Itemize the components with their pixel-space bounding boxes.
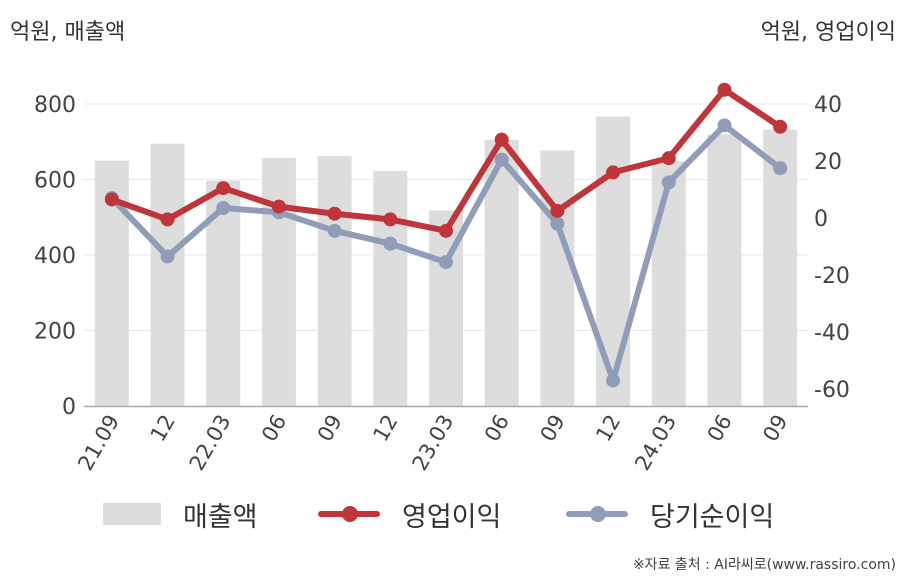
bar-sales	[151, 144, 185, 406]
point-operating-profit	[606, 165, 620, 179]
y-left-tick-label: 400	[34, 244, 76, 269]
bar-sales	[652, 161, 686, 406]
point-operating-profit	[495, 133, 509, 147]
point-operating-profit	[773, 120, 787, 134]
y-right-tick-label: -20	[814, 264, 850, 289]
point-net-income	[161, 249, 175, 263]
legend-label-net-income: 당기순이익	[650, 495, 774, 534]
legend-item-operating-profit: 영업이익	[318, 494, 501, 534]
bar-sales	[318, 156, 352, 406]
x-tick-label: 21.09	[73, 411, 124, 475]
point-net-income	[216, 201, 230, 215]
legend-label-sales: 매출액	[183, 495, 258, 534]
bar-sales	[540, 150, 574, 406]
point-net-income	[550, 217, 564, 231]
point-net-income	[773, 161, 787, 175]
y-left-tick-label: 0	[62, 395, 76, 420]
y-right-tick-label: 0	[814, 207, 828, 232]
legend-label-operating-profit: 영업이익	[402, 495, 501, 534]
point-operating-profit	[439, 224, 453, 238]
point-operating-profit	[216, 181, 230, 195]
legend-swatch-operating-profit	[318, 503, 380, 525]
point-net-income	[383, 237, 397, 251]
legend-swatch-net-income	[566, 503, 628, 525]
y-left-tick-label: 200	[34, 320, 76, 345]
point-net-income	[328, 224, 342, 238]
x-tick-label: 22.03	[185, 411, 236, 475]
point-operating-profit	[383, 212, 397, 226]
point-net-income	[495, 153, 509, 167]
bar-sales	[707, 134, 741, 406]
y-right-tick-label: -60	[814, 378, 850, 403]
y-left-tick-label: 800	[34, 93, 76, 118]
point-net-income	[717, 118, 731, 132]
point-net-income	[662, 175, 676, 189]
point-operating-profit	[717, 83, 731, 97]
point-operating-profit	[161, 212, 175, 226]
y-right-tick-label: -40	[814, 321, 850, 346]
legend: 매출액 영업이익 당기순이익	[0, 494, 908, 534]
point-operating-profit	[328, 207, 342, 221]
x-tick-label: 09	[536, 411, 570, 446]
bar-sales	[373, 171, 407, 406]
point-operating-profit	[550, 204, 564, 218]
x-tick-label: 12	[591, 411, 625, 446]
x-tick-label: 24.03	[630, 411, 681, 475]
x-tick-label: 09	[758, 411, 792, 446]
x-tick-label: 06	[257, 411, 291, 446]
x-tick-label: 06	[480, 411, 514, 446]
bar-sales	[262, 158, 296, 406]
y-right-tick-label: 20	[814, 150, 842, 175]
point-net-income	[439, 255, 453, 269]
x-tick-label: 09	[313, 411, 347, 446]
point-net-income	[606, 373, 620, 387]
y-right-tick-label: 40	[814, 93, 842, 118]
legend-item-net-income: 당기순이익	[566, 494, 774, 534]
x-tick-label: 06	[703, 411, 737, 446]
x-tick-label: 12	[146, 411, 180, 446]
legend-item-sales: 매출액	[103, 494, 258, 534]
source-note: ※자료 출처 : AI라씨로(www.rassiro.com)	[633, 554, 896, 574]
point-operating-profit	[272, 200, 286, 214]
bar-sales	[596, 116, 630, 406]
x-tick-label: 23.03	[407, 411, 458, 475]
legend-swatch-sales	[103, 503, 161, 525]
point-operating-profit	[662, 151, 676, 165]
y-left-tick-label: 600	[34, 169, 76, 194]
x-tick-label: 12	[368, 411, 402, 446]
point-operating-profit	[105, 192, 119, 206]
